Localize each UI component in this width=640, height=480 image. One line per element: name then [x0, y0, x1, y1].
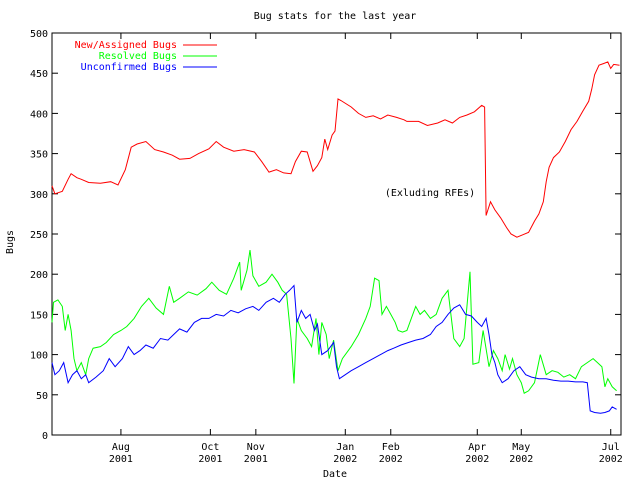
x-tick-label-month: May — [512, 442, 530, 453]
y-tick-label: 250 — [30, 230, 48, 241]
series-line — [51, 61, 620, 238]
x-tick-label-year: 2002 — [599, 454, 623, 465]
x-tick-label-month: Jan — [336, 442, 354, 453]
series-lines — [51, 61, 620, 414]
x-tick-label-year: 2002 — [509, 454, 533, 465]
x-tick-label-year: 2002 — [333, 454, 357, 465]
y-tick-label: 100 — [30, 351, 48, 362]
x-tick-label-month: Apr — [468, 442, 486, 453]
y-tick-label: 450 — [30, 69, 48, 80]
y-tick-label: 400 — [30, 109, 48, 120]
y-tick-label: 150 — [30, 310, 48, 321]
x-tick-label-month: Jul — [602, 442, 620, 453]
y-axis-ticks: 0 50 100 150 200 250 300 350 400 450 500 — [30, 29, 621, 442]
x-tick-label-year: 2001 — [109, 454, 133, 465]
y-tick-label: 300 — [30, 190, 48, 201]
x-tick-label-year: 2002 — [465, 454, 489, 465]
y-tick-label: 350 — [30, 150, 48, 161]
annotation-text: (Exluding RFEs) — [385, 188, 475, 199]
series-line — [51, 250, 617, 394]
chart-title: Bug stats for the last year — [254, 11, 417, 22]
legend-label: New/Assigned Bugs — [75, 40, 177, 51]
x-axis-label: Date — [323, 469, 347, 480]
x-tick-label-month: Nov — [247, 442, 265, 453]
legend-label: Resolved Bugs — [99, 51, 177, 62]
x-axis-ticks: Aug2001Oct2001Nov2001Jan2002Feb2002Apr20… — [109, 33, 623, 465]
y-tick-label: 200 — [30, 270, 48, 281]
y-tick-label: 500 — [30, 29, 48, 40]
x-tick-label-month: Aug — [112, 442, 130, 453]
y-axis-label: Bugs — [5, 230, 16, 254]
x-tick-label-year: 2001 — [244, 454, 268, 465]
x-tick-label-month: Feb — [382, 442, 400, 453]
y-tick-label: 0 — [42, 431, 48, 442]
x-tick-label-year: 2002 — [379, 454, 403, 465]
series-line — [51, 284, 617, 414]
legend-label: Unconfirmed Bugs — [81, 62, 177, 73]
x-tick-label-year: 2001 — [198, 454, 222, 465]
x-tick-label-month: Oct — [201, 442, 219, 453]
y-tick-label: 50 — [36, 391, 48, 402]
